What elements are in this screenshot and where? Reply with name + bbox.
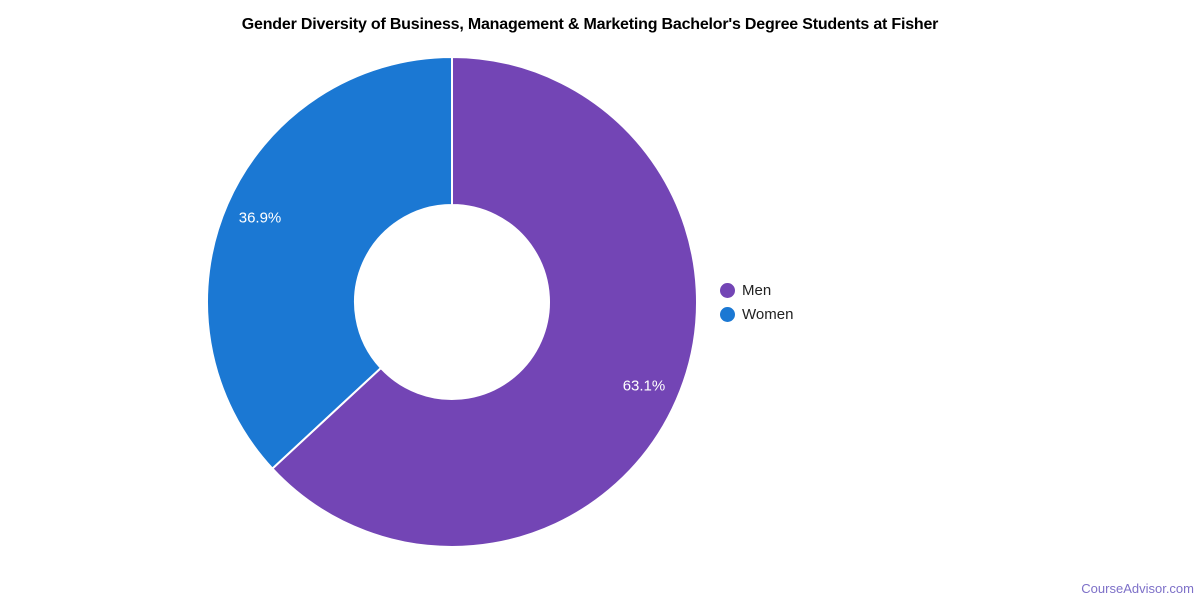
pie-slice-women[interactable] [206,55,453,471]
legend-marker-women [720,307,735,322]
legend-item-men: Men [720,281,793,300]
chart-title: Gender Diversity of Business, Management… [241,16,939,33]
pie-slice-men[interactable] [270,55,698,548]
legend-label-women: Women [742,306,794,323]
legend-item-women: Women [720,305,793,324]
slice-value-label-women: 36.9% [239,210,282,227]
legend-label-men: Men [742,282,772,299]
legend: Men Women [720,281,793,324]
legend-marker-men [720,283,735,298]
slice-value-label-men: 63.1% [623,377,666,394]
watermark-link[interactable]: CourseAdvisor.com [1081,581,1194,596]
